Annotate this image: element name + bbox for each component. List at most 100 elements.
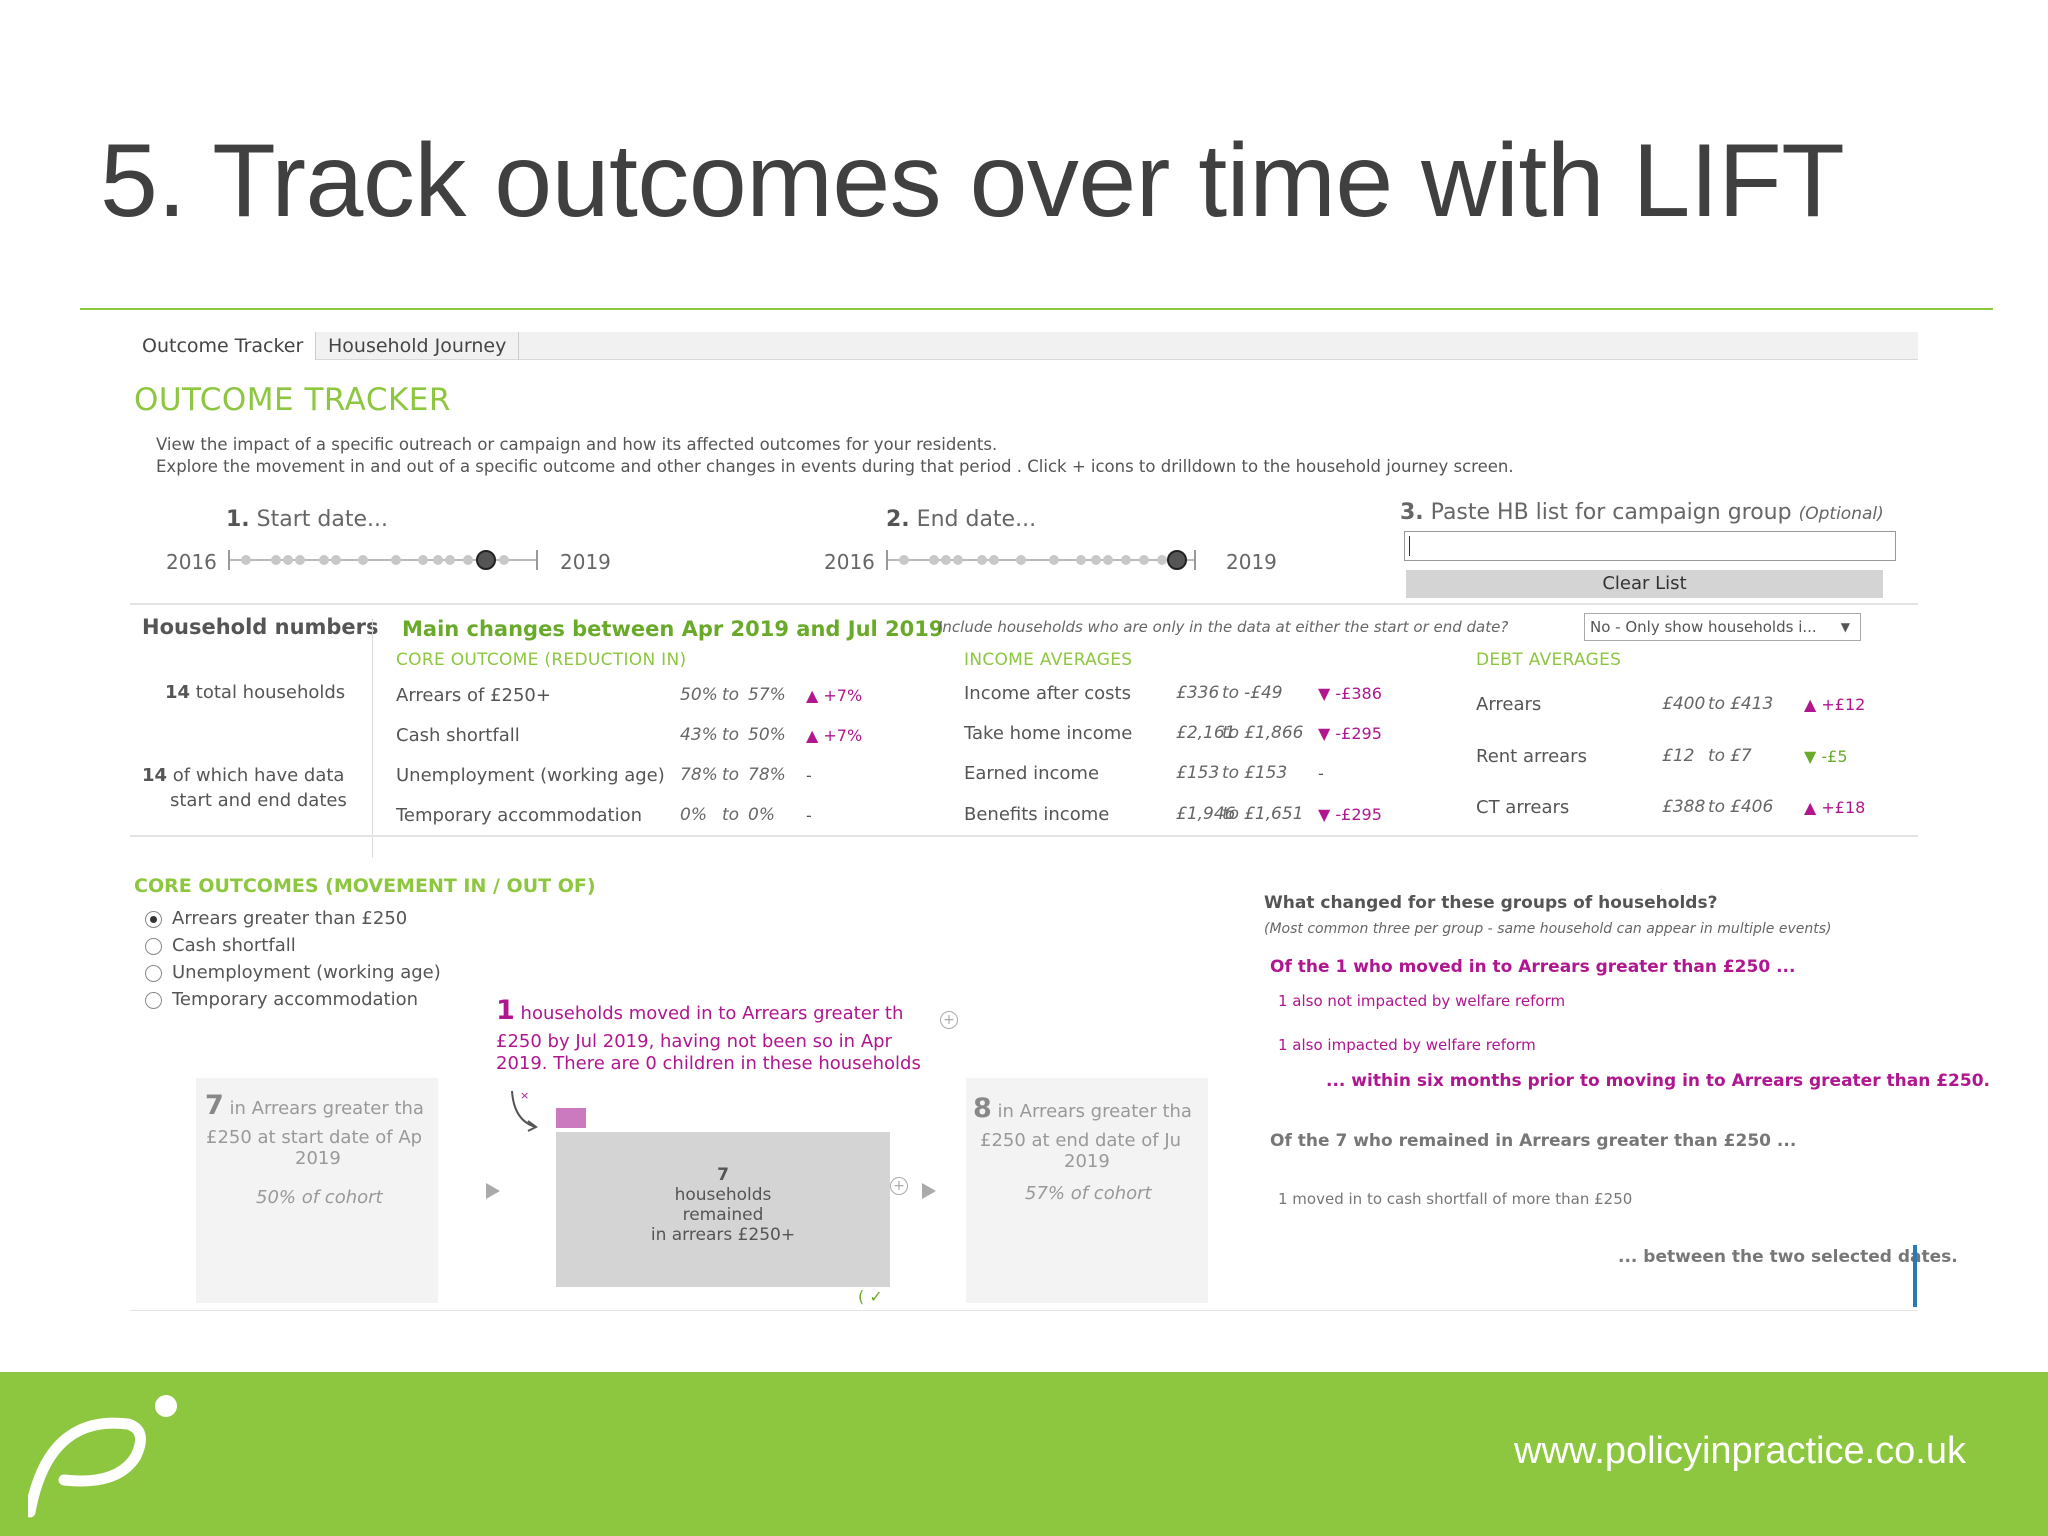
drilldown-plus-icon[interactable]: + <box>940 1011 958 1029</box>
slider-stop <box>433 555 443 565</box>
end-cohort-box <box>966 1078 1208 1303</box>
slider-stop <box>1076 555 1086 565</box>
drilldown-plus-icon[interactable]: + <box>890 1177 908 1195</box>
moved-group-heading: Of the 1 who moved in to Arrears greater… <box>1270 957 1796 977</box>
core-row-change: - <box>806 766 812 785</box>
slider-stop <box>989 555 999 565</box>
income-row-change: ▼ -£295 <box>1318 805 1382 824</box>
debt-row-change: ▼ -£5 <box>1804 747 1848 766</box>
core-row-label: Cash shortfall <box>396 725 520 746</box>
slider-stop <box>1049 555 1059 565</box>
check-icon: ( ✓ <box>858 1287 883 1306</box>
core-row-change: ▲ +7% <box>806 726 863 745</box>
divider <box>130 603 1918 605</box>
end-cohort-line-2: £250 at end date of Ju <box>980 1130 1182 1151</box>
slider-tick <box>228 550 230 570</box>
radio-label[interactable]: Cash shortfall <box>172 935 296 956</box>
radio-label[interactable]: Unemployment (working age) <box>172 962 441 983</box>
slider-tick <box>1194 550 1196 570</box>
end-cohort-line-1: 8 in Arrears greater tha <box>973 1093 1192 1124</box>
end-date-slider[interactable] <box>886 550 1196 570</box>
scrollbar[interactable] <box>1913 1245 1917 1307</box>
flow-arrow-icon <box>922 1183 936 1199</box>
debt-row-to: £413 <box>1730 694 1774 714</box>
tab-bar: Outcome Tracker Household Journey <box>130 332 1918 360</box>
end-cohort-pct: 57% of cohort <box>1025 1183 1152 1204</box>
income-row-from: £2,161 <box>1176 723 1236 743</box>
slider-stop <box>319 555 329 565</box>
title-divider <box>80 308 1993 310</box>
to-word: to <box>722 765 740 785</box>
slider-stop <box>1139 555 1149 565</box>
tab-household-journey[interactable]: Household Journey <box>316 332 520 360</box>
income-row-label: Take home income <box>964 723 1133 744</box>
clear-list-button[interactable]: Clear List <box>1406 570 1883 598</box>
start-slider-max: 2019 <box>560 550 611 574</box>
moved-group-item: 1 also not impacted by welfare reform <box>1278 992 1566 1010</box>
income-row-from: £336 <box>1176 683 1220 703</box>
income-row-to: £1,651 <box>1244 804 1304 824</box>
radio-label[interactable]: Arrears greater than £250 <box>172 908 408 929</box>
radio-2[interactable] <box>145 938 162 955</box>
slider-stop <box>953 555 963 565</box>
to-word: to <box>722 805 740 825</box>
debt-row-change: ▲ +£18 <box>1804 798 1866 817</box>
to-word: to <box>1708 746 1726 766</box>
slider-stop <box>283 555 293 565</box>
income-row-to: -£49 <box>1244 683 1283 703</box>
income-row-label: Earned income <box>964 763 1100 784</box>
changes-title: Main changes between Apr 2019 and Jul 20… <box>402 617 944 641</box>
radio-label[interactable]: Temporary accommodation <box>172 989 419 1010</box>
radio-4[interactable] <box>145 992 162 1009</box>
households-with-data: 14 of which have data <box>142 765 345 786</box>
income-row-change: ▼ -£386 <box>1318 684 1382 703</box>
to-word: to <box>722 685 740 705</box>
income-row-to: £1,866 <box>1244 723 1304 743</box>
moved-group-item: 1 also impacted by welfare reform <box>1278 1036 1536 1054</box>
remained-box <box>556 1132 890 1287</box>
slider-stop <box>295 555 305 565</box>
start-date-slider[interactable] <box>228 550 538 570</box>
slider-handle[interactable] <box>476 550 496 570</box>
debt-row-to: £7 <box>1730 746 1752 766</box>
moved-in-line-3: 2019. There are 0 children in these hous… <box>496 1053 921 1074</box>
debt-row-change: ▲ +£12 <box>1804 695 1866 714</box>
core-row-label: Unemployment (working age) <box>396 765 665 786</box>
debt-row-from: £388 <box>1662 797 1706 817</box>
svg-text:×: × <box>520 1089 529 1102</box>
to-word: to <box>1222 723 1240 743</box>
debt-row-to: £406 <box>1730 797 1774 817</box>
radio-1[interactable] <box>145 911 162 928</box>
radio-3[interactable] <box>145 965 162 982</box>
slider-stop <box>331 555 341 565</box>
to-word: to <box>1222 804 1240 824</box>
moved-in-line-1: 1 households moved in to Arrears greater… <box>496 995 904 1026</box>
slider-track <box>886 559 1196 561</box>
start-cohort-line-1: 7 in Arrears greater tha <box>205 1090 424 1121</box>
start-cohort-box <box>196 1078 438 1303</box>
footer-url[interactable]: www.policyinpractice.co.uk <box>1514 1430 1966 1472</box>
core-row-to: 0% <box>748 805 775 825</box>
hb-list-input[interactable] <box>1404 531 1896 561</box>
debt-row-from: £400 <box>1662 694 1706 714</box>
total-households: 14 total households <box>165 682 346 703</box>
groups-heading: What changed for these groups of househo… <box>1264 893 1718 913</box>
include-dropdown[interactable]: No - Only show households i... ▼ <box>1584 613 1861 641</box>
slider-track <box>228 559 538 561</box>
curved-arrow-icon: × <box>511 1089 538 1132</box>
slider-stop <box>1016 555 1026 565</box>
core-row-to: 50% <box>748 725 786 745</box>
start-cohort-line-2: £250 at start date of Ap <box>206 1127 423 1148</box>
movement-title: CORE OUTCOMES (MOVEMENT IN / OUT OF) <box>134 875 596 897</box>
slider-stop <box>271 555 281 565</box>
start-date-label: 1. Start date... <box>226 507 388 532</box>
tab-outcome-tracker[interactable]: Outcome Tracker <box>130 332 317 360</box>
core-outcome-header: CORE OUTCOME (REDUCTION IN) <box>396 650 687 670</box>
slider-handle[interactable] <box>1167 550 1187 570</box>
end-slider-min: 2016 <box>824 550 875 574</box>
core-row-from: 43% <box>680 725 718 745</box>
core-row-to: 78% <box>748 765 786 785</box>
slider-stop <box>1157 555 1167 565</box>
core-row-change: ▲ +7% <box>806 686 863 705</box>
core-row-from: 50% <box>680 685 718 705</box>
